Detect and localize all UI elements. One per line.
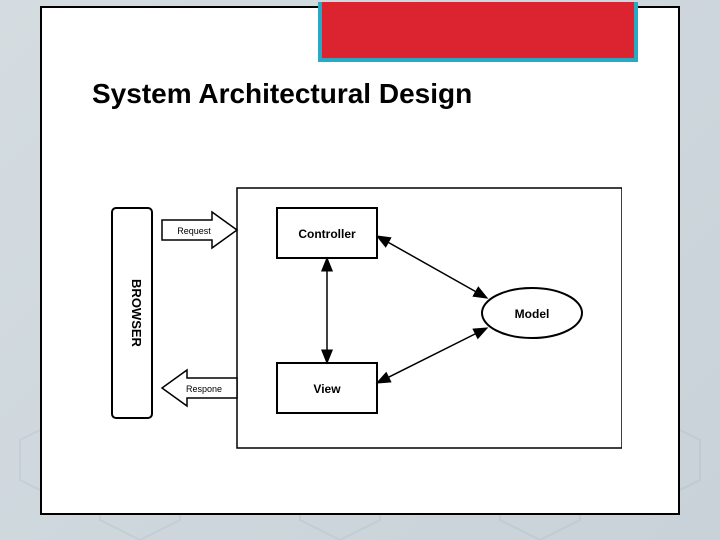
mvc-diagram: BROWSER Controller View Model Request Re…: [92, 178, 622, 458]
controller-model-edge: [377, 236, 487, 298]
response-label: Respone: [186, 384, 222, 394]
view-label: View: [313, 382, 341, 396]
controller-label: Controller: [298, 227, 356, 241]
browser-label: BROWSER: [129, 279, 144, 348]
slide-title: System Architectural Design: [92, 78, 472, 110]
model-label: Model: [515, 307, 550, 321]
slide-frame: System Architectural Design BROWSER Cont…: [40, 6, 680, 515]
view-model-edge: [377, 328, 487, 383]
response-arrow: Respone: [162, 370, 237, 406]
request-arrow: Request: [162, 212, 237, 248]
request-label: Request: [177, 226, 211, 236]
header-accent-box: [318, 2, 638, 62]
